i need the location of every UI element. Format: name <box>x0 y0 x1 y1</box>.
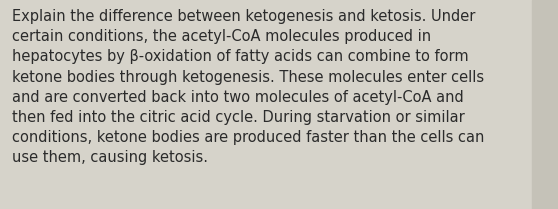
Text: Explain the difference between ketogenesis and ketosis. Under
certain conditions: Explain the difference between ketogenes… <box>12 9 485 165</box>
Bar <box>532 0 558 209</box>
